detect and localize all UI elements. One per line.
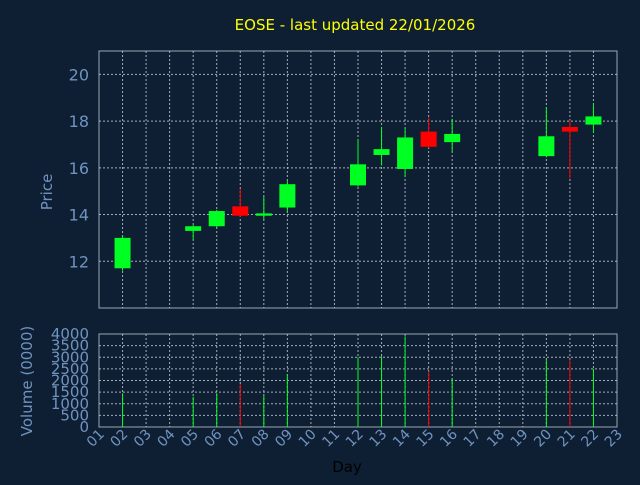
- volume-tick-label: 3000: [51, 348, 89, 366]
- candle-body: [208, 211, 225, 227]
- price-tick-label: 16: [69, 159, 89, 178]
- price-panel: 12 14 16 18 20: [69, 50, 618, 309]
- x-axis-label: Day: [332, 458, 362, 476]
- volume-tick-label: 0: [79, 418, 89, 436]
- price-axis-label: Price: [38, 174, 56, 211]
- price-tick-label: 12: [69, 252, 89, 271]
- chart-title: EOSE - last updated 22/01/2026: [235, 16, 476, 34]
- volume-tick-label: 3500: [51, 337, 89, 355]
- candle-body: [538, 136, 555, 157]
- candle-body: [255, 213, 272, 216]
- candle-body: [444, 133, 461, 143]
- candle-body: [279, 184, 296, 208]
- candle-body: [350, 164, 366, 186]
- price-tick-label: 14: [69, 206, 89, 225]
- volume-tick-label: 2000: [51, 372, 89, 390]
- volume-axis-label: Volume (0000): [18, 326, 36, 436]
- candle-body: [561, 126, 578, 132]
- price-tick-label: 18: [69, 112, 89, 131]
- volume-tick-label: 1500: [51, 383, 89, 401]
- candle-body: [373, 149, 390, 155]
- candle-body: [420, 131, 437, 147]
- candle-body: [585, 116, 602, 125]
- price-tick-label: 20: [69, 65, 89, 84]
- candle-body: [397, 137, 414, 169]
- volume-tick-label: 4000: [51, 325, 89, 343]
- x-axis: 01 02 03 04 05 06 07 08 09 10 11 12 13 14 15 16 17 18 19 20…: [84, 426, 626, 450]
- volume-tick-label: 500: [60, 406, 89, 424]
- candle-body: [185, 226, 202, 231]
- candle-body: [232, 206, 249, 216]
- volume-tick-label: 2500: [51, 360, 89, 378]
- volume-tick-label: 1000: [51, 395, 89, 413]
- candle-body: [114, 237, 131, 269]
